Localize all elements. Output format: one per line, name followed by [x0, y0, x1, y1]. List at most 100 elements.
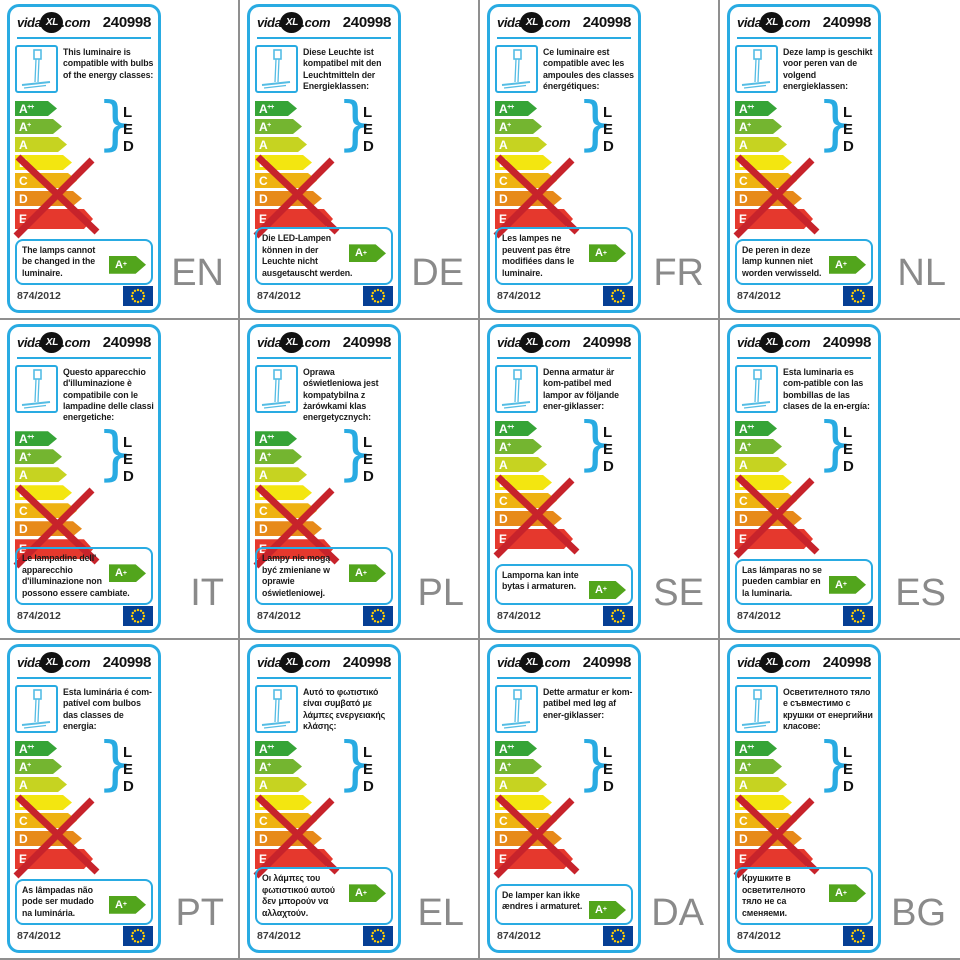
language-code: SE	[653, 572, 704, 614]
note-text: Le lampadine dell' apparecchio d'illumin…	[22, 553, 130, 598]
energy-label-cell-el: vida XL .com 240998 Αυτό το	[240, 640, 480, 960]
floor-lamp-icon	[15, 685, 58, 733]
header-divider	[17, 37, 151, 39]
energy-class-bar: A++	[495, 421, 537, 436]
note-box: A + De lamper kan ikke ændres i armaturet…	[495, 884, 633, 925]
note-box: A + Lamporna kan inte bytas i armaturen.	[495, 564, 633, 605]
energy-class-label: A++	[19, 741, 34, 756]
led-letter: E	[123, 761, 134, 778]
vidaxl-logo: vida XL .com	[737, 652, 811, 673]
led-brace-icon: }	[97, 729, 134, 797]
led-letter: L	[123, 744, 133, 761]
info-row: This luminaire is compatible with bulbs …	[15, 45, 155, 93]
energy-label-card: vida XL .com 240998 Oprawa o	[247, 324, 401, 633]
energy-class-label: A	[259, 467, 268, 482]
energy-label-cell-it: vida XL .com 240998 Questo a	[0, 320, 240, 640]
energy-class-label: A+	[259, 119, 271, 134]
label-header: vida XL .com 240998	[10, 647, 158, 673]
label-footer: 874/2012	[257, 926, 393, 946]
note-text: Die LED-Lampen können in der Leuchte nic…	[262, 233, 353, 278]
led-brace-icon: }	[337, 729, 374, 797]
energy-scale: A++A+ABCDE } L E D	[493, 734, 638, 879]
led-letter: L	[843, 744, 853, 761]
led-letter: E	[363, 761, 374, 778]
energy-label-cell-da: vida XL .com 240998 Dette ar	[480, 640, 720, 960]
energy-scale: A++A+ABCDE } L E D	[733, 734, 878, 879]
info-row: Denna armatur är kom-patibel med lampor …	[495, 365, 635, 413]
compatibility-text: Esta luminária é com-patível com bulbos …	[63, 687, 152, 731]
energy-label-card: vida XL .com 240998 Осветите	[727, 644, 881, 953]
energy-class-label: D	[19, 831, 28, 846]
energy-class-label: A+	[19, 449, 31, 464]
floor-lamp-icon	[255, 685, 298, 733]
led-brace-icon: }	[97, 419, 134, 488]
a-plus-badge: A +	[829, 575, 866, 594]
logo-suffix: .com	[301, 655, 331, 670]
energy-scale: A++A+ABCDE } L E D	[13, 734, 158, 879]
floor-lamp-icon	[495, 685, 538, 733]
led-letter: D	[363, 468, 374, 486]
led-letter: E	[123, 121, 134, 138]
led-letter: D	[123, 468, 134, 486]
label-header: vida XL .com 240998	[730, 7, 878, 33]
compatibility-text: Esta luminaria es com-patible con las bo…	[783, 367, 870, 411]
eu-flag-icon	[363, 286, 393, 306]
regulation-number: 874/2012	[737, 610, 781, 622]
header-divider	[737, 357, 871, 359]
energy-class-label: A	[739, 137, 748, 152]
energy-class-bar: A	[735, 457, 787, 472]
energy-label-cell-en: vida XL .com 240998 This lum	[0, 0, 240, 320]
logo-suffix: .com	[541, 15, 571, 30]
energy-class-label: A+	[259, 449, 271, 464]
energy-class-label: D	[499, 511, 508, 526]
logo-prefix: vida	[737, 15, 762, 30]
label-footer: 874/2012	[737, 926, 873, 946]
energy-label-card: vida XL .com 240998 Αυτό το	[247, 644, 401, 953]
logo-suffix: .com	[781, 335, 811, 350]
regulation-number: 874/2012	[737, 290, 781, 302]
led-text: L E D	[843, 424, 854, 475]
led-letter: D	[123, 778, 134, 795]
energy-class-bar: A+	[735, 119, 782, 134]
vidaxl-logo: vida XL .com	[257, 12, 331, 33]
a-plus-badge: A +	[349, 564, 386, 583]
note-text: Las lámparas no se pueden cambiar en la …	[742, 564, 822, 598]
a-plus-badge: A +	[589, 901, 626, 919]
energy-label-cell-se: vida XL .com 240998 Denna ar	[480, 320, 720, 640]
energy-label-card: vida XL .com 240998 This lum	[7, 4, 161, 313]
energy-class-bar: A+	[255, 449, 302, 464]
header-divider	[257, 357, 391, 359]
led-text: L E D	[123, 434, 134, 485]
note-text: Lamporna kan inte bytas i armaturen.	[502, 570, 579, 592]
energy-scale: A++A+ABCDE } L E D	[493, 94, 638, 239]
regulation-number: 874/2012	[17, 930, 61, 942]
language-code: FR	[653, 252, 704, 294]
logo-prefix: vida	[257, 335, 282, 350]
led-text: L E D	[603, 104, 614, 155]
label-footer: 874/2012	[497, 606, 633, 626]
language-code: PL	[417, 572, 464, 614]
led-letter: D	[843, 778, 854, 795]
vidaxl-xl-icon: XL	[40, 652, 64, 673]
language-code: PT	[175, 892, 224, 934]
energy-label-cell-pl: vida XL .com 240998 Oprawa o	[240, 320, 480, 640]
energy-class-bar: A	[15, 467, 67, 482]
energy-class-label: A++	[739, 421, 754, 436]
led-text: L E D	[843, 744, 854, 795]
info-row: Oprawa oświetleniowa jest kompatybilna z…	[255, 365, 395, 423]
note-box: A + Οι λάμπες του φωτιστικού αυτού δεν μπ…	[255, 867, 393, 925]
energy-class-label: E	[739, 852, 747, 866]
energy-class-bar: A	[255, 467, 307, 482]
energy-scale: A++A+ABCDE } L E D	[253, 94, 398, 239]
compatibility-text: Questo apparecchio d'illuminazione è com…	[63, 367, 154, 422]
energy-class-label: A+	[499, 439, 511, 454]
eu-flag-icon	[843, 926, 873, 946]
regulation-number: 874/2012	[497, 290, 541, 302]
energy-class-label: A	[19, 137, 28, 152]
note-box: A + Le lampadine dell' apparecchio d'illu…	[15, 547, 153, 605]
led-brace-icon: }	[97, 89, 134, 157]
energy-class-label: A+	[739, 759, 751, 774]
led-text: L E D	[603, 424, 614, 475]
label-footer: 874/2012	[17, 926, 153, 946]
info-row: Esta luminaria es com-patible con las bo…	[735, 365, 875, 413]
